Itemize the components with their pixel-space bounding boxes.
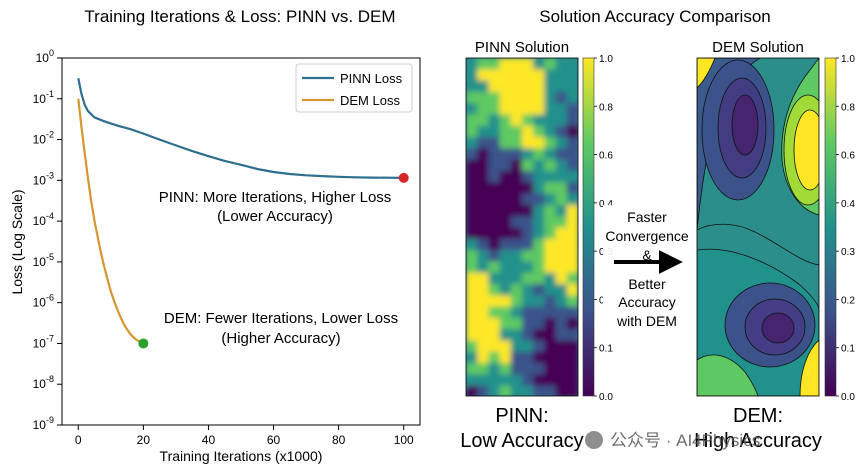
colorbar-tick-label: 0.2 bbox=[841, 295, 855, 306]
arrow-text-line: & bbox=[642, 247, 652, 263]
y-tick-label: 100 bbox=[36, 48, 54, 65]
watermark: 公众号 · AI4Physics bbox=[585, 431, 760, 450]
pinn-annotation-line2: (Lower Accuracy) bbox=[217, 208, 333, 225]
chart-title: Training Iterations & Loss: PINN vs. DEM bbox=[84, 7, 395, 26]
y-tick-label: 10-3 bbox=[33, 170, 54, 187]
y-tick-label: 10-4 bbox=[33, 211, 54, 228]
arrow-text-line: Faster bbox=[627, 209, 667, 225]
y-tick-label: 10-8 bbox=[33, 374, 54, 391]
x-tick-label: 60 bbox=[267, 433, 281, 447]
x-tick-label: 40 bbox=[202, 433, 216, 447]
legend: PINN Loss DEM Loss bbox=[295, 63, 413, 113]
pinn-panel-title: PINN Solution bbox=[475, 39, 569, 56]
legend-label-pinn: PINN Loss bbox=[340, 71, 403, 86]
series-line-pinn-loss bbox=[77, 77, 404, 179]
colorbar-tick-label: 0.0 bbox=[841, 392, 855, 403]
y-tick-label: 10-5 bbox=[33, 252, 54, 269]
dem-colorbar-ticks: 1.0 0.8 0.6 0.4 0.3 0.2 0.1 0.0 bbox=[836, 54, 855, 403]
x-tick-label: 20 bbox=[137, 433, 151, 447]
colorbar-tick-label: 0.0 bbox=[599, 392, 613, 403]
dem-annotation-line1: DEM: Fewer Iterations, Lower Loss bbox=[164, 310, 398, 327]
arrow-text-line: with DEM bbox=[616, 313, 677, 329]
pinn-annotation-line1: PINN: More Iterations, Higher Loss bbox=[159, 189, 392, 206]
pinn-heatmap bbox=[466, 58, 578, 396]
dem-heatmap bbox=[697, 58, 819, 396]
y-tick-label: 10-9 bbox=[33, 415, 54, 432]
dem-caption-line2: High Accuracy bbox=[694, 430, 822, 452]
colorbar-tick-label: 0.8 bbox=[841, 102, 855, 113]
colorbar-tick-label: 0.8 bbox=[599, 102, 613, 113]
arrow-text-line: Better bbox=[628, 276, 666, 292]
pinn-caption-line2: Low Accuracy bbox=[460, 430, 583, 452]
arrow-text-line: Convergence bbox=[605, 228, 688, 244]
colorbar-tick-label: 1.0 bbox=[599, 54, 613, 65]
watermark-text: 公众号 · AI4Physics bbox=[610, 431, 760, 450]
dem-colorbar bbox=[824, 57, 837, 397]
legend-label-dem: DEM Loss bbox=[340, 93, 400, 108]
y-tick-label: 10-2 bbox=[33, 130, 54, 147]
colorbar-tick-label: 0.3 bbox=[841, 247, 855, 258]
colorbar-tick-label: 0.6 bbox=[599, 151, 613, 162]
arrow-annotation: Faster Convergence & Better Accuracy with DEM bbox=[605, 209, 688, 329]
dem-caption-line1: DEM: bbox=[733, 405, 783, 427]
x-axis-label: Training Iterations (x1000) bbox=[160, 448, 323, 464]
y-tick-label: 10-6 bbox=[33, 293, 54, 310]
y-axis: 100 10-1 10-2 10-3 10-4 10-5 10-6 10-7 10-8 10-9 bbox=[33, 48, 62, 432]
series-line-dem-loss bbox=[77, 98, 144, 345]
y-tick-label: 10-7 bbox=[33, 333, 54, 350]
colorbar-tick-label: 0.1 bbox=[841, 344, 855, 355]
dem-panel-title: DEM Solution bbox=[712, 39, 804, 56]
colorbar-tick-label: 0.4 bbox=[841, 199, 855, 210]
heatmap-section-title: Solution Accuracy Comparison bbox=[539, 7, 771, 26]
x-axis: 0 20 40 60 80 100 bbox=[75, 425, 414, 447]
plot-area bbox=[61, 57, 421, 426]
wechat-icon bbox=[585, 431, 603, 449]
colorbar-tick-label: 0.6 bbox=[841, 151, 855, 162]
y-axis-label: Loss (Log Scale) bbox=[9, 189, 25, 294]
pinn-caption-line1: PINN: bbox=[495, 405, 548, 427]
pinn-final-point bbox=[398, 172, 409, 183]
x-tick-label: 0 bbox=[75, 433, 82, 447]
x-tick-label: 100 bbox=[394, 433, 414, 447]
arrow-text-line: Accuracy bbox=[618, 294, 676, 310]
pinn-colorbar bbox=[582, 57, 595, 397]
dem-final-point bbox=[138, 338, 149, 349]
colorbar-tick-label: 0.4 bbox=[599, 199, 613, 210]
dem-annotation-line2: (Higher Accuracy) bbox=[221, 330, 340, 347]
y-tick-label: 10-1 bbox=[33, 89, 54, 106]
x-tick-label: 80 bbox=[332, 433, 346, 447]
colorbar-tick-label: 1.0 bbox=[841, 54, 855, 65]
colorbar-tick-label: 0.1 bbox=[599, 344, 613, 355]
